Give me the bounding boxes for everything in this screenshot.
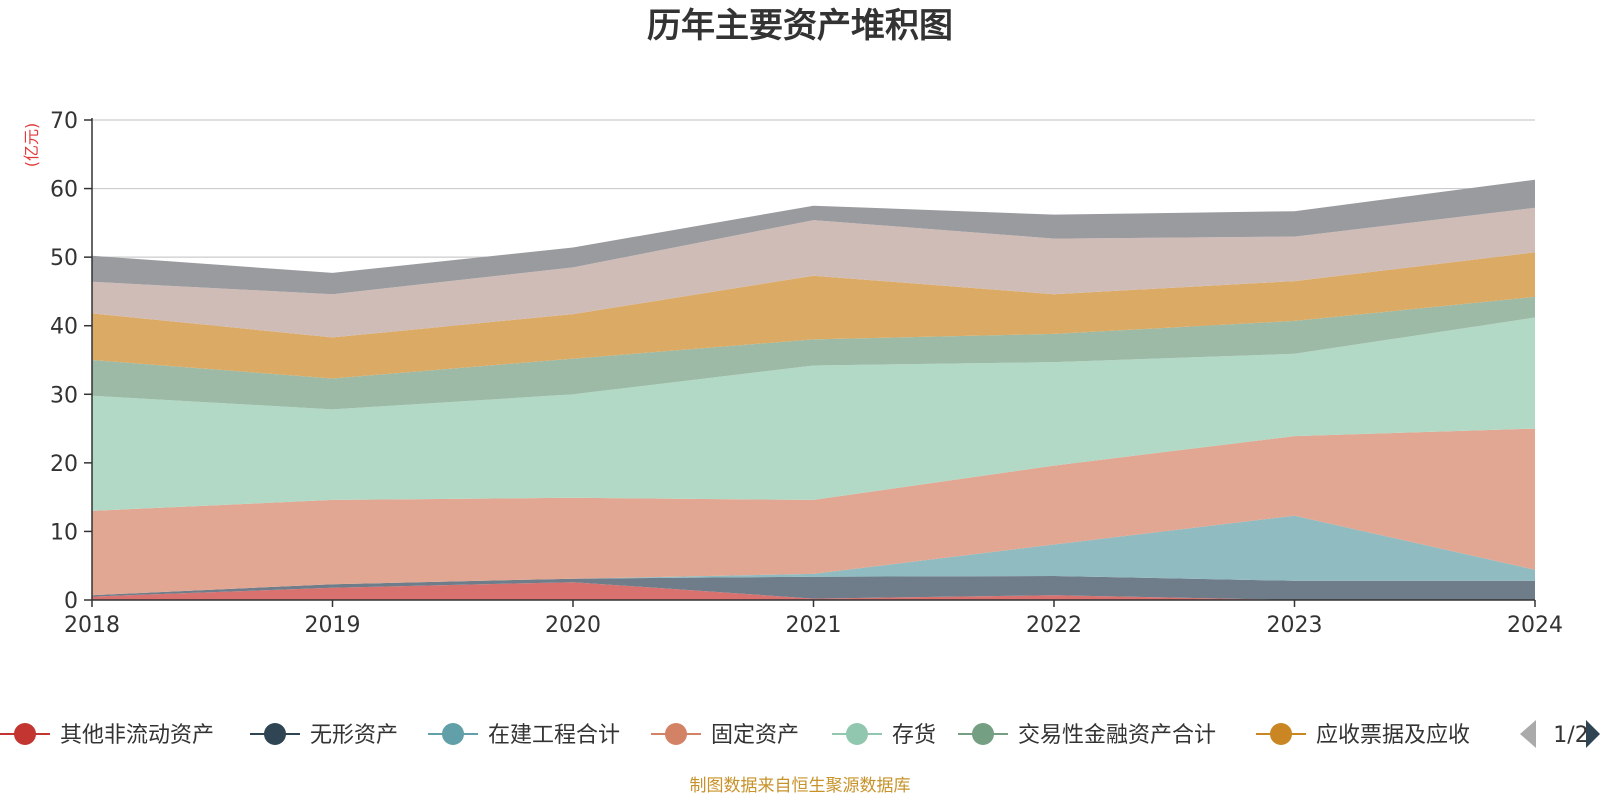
area-series-8[interactable] [92, 179, 1535, 295]
legend-item[interactable]: 在建工程合计 [428, 723, 620, 748]
legend-item[interactable]: 存货 [832, 723, 936, 748]
legend-item[interactable]: 交易性金融资产合计 [958, 723, 1216, 748]
area-series-1[interactable] [92, 576, 1535, 600]
area-series-3[interactable] [92, 428, 1535, 596]
x-tick-label: 2024 [1507, 613, 1563, 638]
y-tick-label: 0 [64, 589, 78, 614]
area-series-5[interactable] [92, 296, 1535, 410]
y-axis-unit: (亿元) [22, 123, 41, 168]
y-tick-label: 40 [50, 315, 78, 340]
legend-item[interactable]: 固定资产 [651, 723, 799, 748]
y-tick-label: 70 [50, 109, 78, 134]
area-series-0[interactable] [92, 582, 1535, 600]
area-series-6[interactable] [92, 252, 1535, 379]
area-series-layer [92, 179, 1535, 600]
area-series-7[interactable] [92, 207, 1535, 338]
legend-marker [264, 723, 286, 745]
legend-label: 固定资产 [711, 723, 799, 748]
x-tick-label: 2019 [305, 613, 361, 638]
legend-item[interactable]: 其他非流动资产 [0, 723, 214, 748]
x-tick-label: 2018 [64, 613, 120, 638]
legend-label: 应收票据及应收 [1316, 723, 1470, 748]
legend-page-indicator: 1/2 [1553, 723, 1588, 748]
data-source-note: 制图数据来自恒生聚源数据库 [690, 776, 911, 796]
legend-label: 其他非流动资产 [60, 723, 214, 748]
legend-marker [1270, 723, 1292, 745]
legend-marker [972, 723, 994, 745]
area-series-2[interactable] [92, 515, 1535, 596]
legend-marker [846, 723, 868, 745]
x-tick-label: 2020 [545, 613, 601, 638]
legend-label: 在建工程合计 [488, 723, 620, 748]
x-tick-label: 2021 [786, 613, 842, 638]
y-tick-label: 10 [50, 520, 78, 545]
x-tick-label: 2022 [1026, 613, 1082, 638]
legend-marker [665, 723, 687, 745]
legend: 其他非流动资产 无形资产 在建工程合计 固定资产 存货 交易性金融资产合计 应收票据及应收 1… [0, 720, 1600, 748]
legend-label: 交易性金融资产合计 [1018, 723, 1216, 748]
legend-item[interactable]: 无形资产 [250, 723, 398, 748]
legend-prev-page-icon[interactable] [1520, 720, 1536, 748]
y-tick-label: 20 [50, 452, 78, 477]
x-tick-label: 2023 [1267, 613, 1323, 638]
legend-marker [14, 723, 36, 745]
legend-label: 存货 [892, 723, 936, 748]
y-tick-label: 60 [50, 178, 78, 203]
chart-title: 历年主要资产堆积图 [647, 6, 953, 46]
legend-label: 无形资产 [310, 723, 398, 748]
legend-item[interactable]: 应收票据及应收 [1256, 723, 1470, 748]
area-series-4[interactable] [92, 317, 1535, 511]
legend-next-page-icon[interactable] [1586, 720, 1600, 748]
y-tick-label: 50 [50, 246, 78, 271]
y-tick-label: 30 [50, 383, 78, 408]
legend-marker [442, 723, 464, 745]
axes: 0 10 20 30 40 50 60 70 2018 2019 2020 2021 2022 2023 2… [50, 109, 1563, 638]
